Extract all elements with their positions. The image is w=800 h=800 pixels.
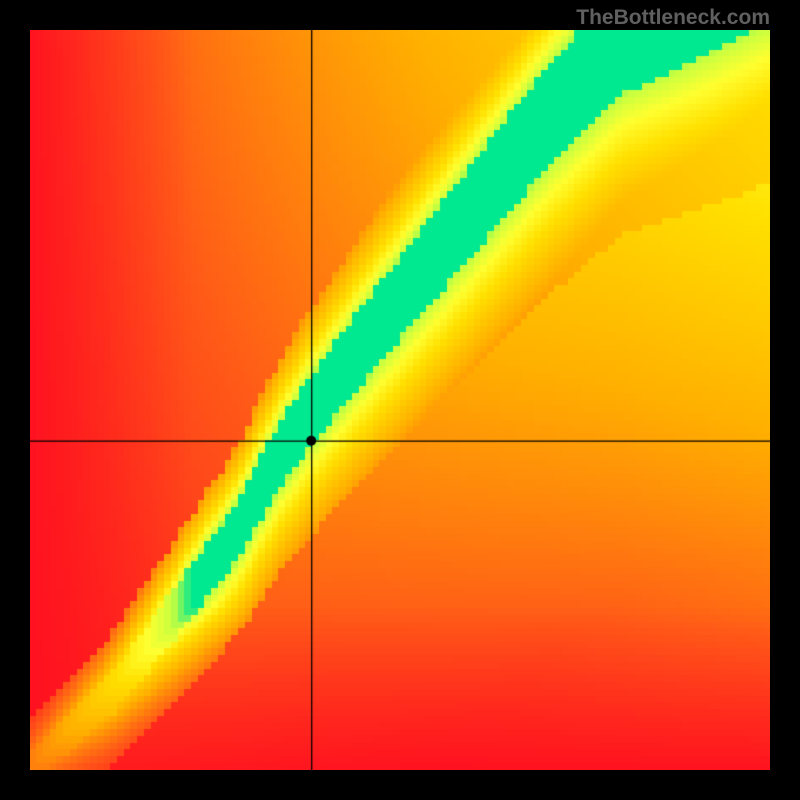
watermark-text: TheBottleneck.com — [576, 6, 770, 30]
chart-frame: TheBottleneck.com — [0, 0, 800, 800]
plot-area — [30, 30, 770, 770]
heatmap-canvas — [30, 30, 770, 770]
